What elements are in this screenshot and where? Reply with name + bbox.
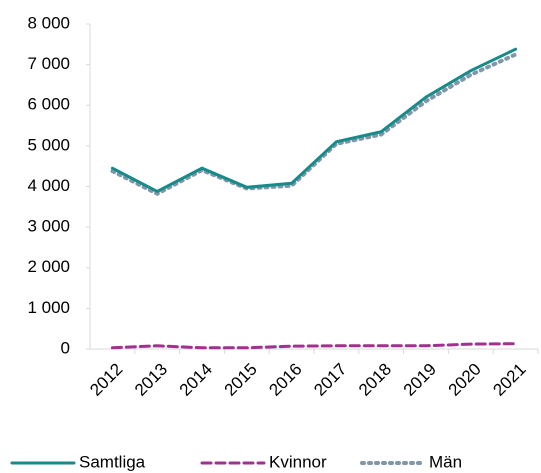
legend-label: Män (429, 452, 462, 471)
x-tick-label: 2012 (86, 360, 126, 400)
x-tick-label: 2013 (131, 360, 171, 400)
y-tick-label: 0 (61, 338, 70, 357)
x-tick-label: 2014 (176, 360, 216, 400)
y-tick-label: 5 000 (27, 135, 70, 154)
y-tick-label: 1 000 (27, 298, 70, 317)
x-tick-label: 2020 (445, 360, 485, 400)
x-tick-label: 2021 (489, 360, 529, 400)
x-tick-label: 2016 (265, 360, 305, 400)
y-tick-label: 3 000 (27, 217, 70, 236)
x-tick-label: 2019 (400, 360, 440, 400)
y-tick-label: 8 000 (27, 13, 70, 32)
y-tick-label: 4 000 (27, 176, 70, 195)
legend-label: Kvinnor (269, 452, 327, 471)
y-tick-label: 6 000 (27, 95, 70, 114)
x-tick-label: 2015 (221, 360, 261, 400)
series-line (110, 52, 518, 197)
legend-label: Samtliga (79, 452, 146, 471)
y-tick-label: 2 000 (27, 257, 70, 276)
series-line (110, 342, 518, 350)
series-line (110, 47, 518, 194)
x-tick-label: 2018 (355, 360, 395, 400)
x-tick-label: 2017 (310, 360, 350, 400)
y-tick-label: 7 000 (27, 54, 70, 73)
